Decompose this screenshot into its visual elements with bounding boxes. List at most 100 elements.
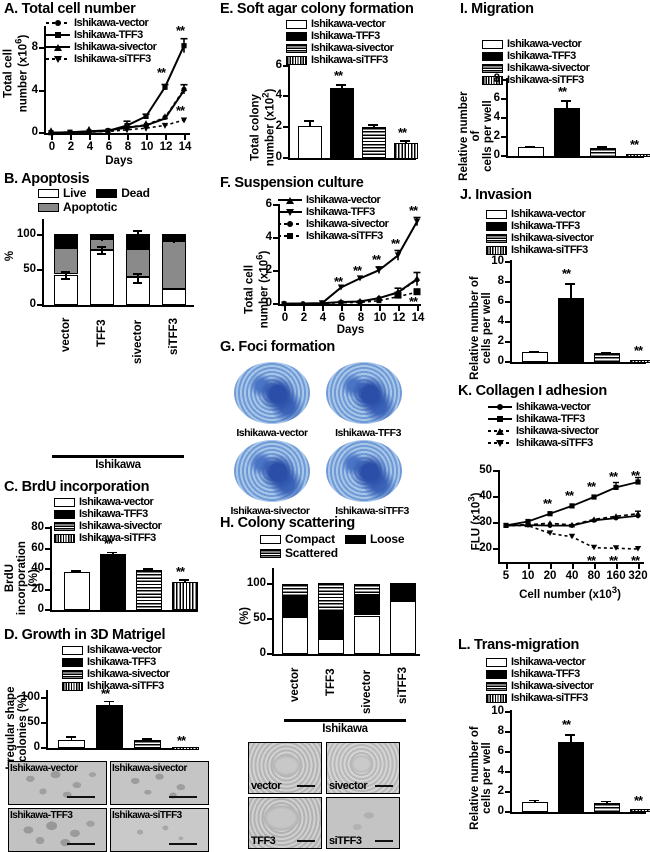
bar-tff3 — [100, 553, 126, 610]
panel-j-invasion: J. Invasion Ishikawa-vector Ishikawa-TFF… — [432, 187, 650, 380]
significance-mark: ** — [565, 488, 574, 503]
stacked-bar — [282, 584, 308, 597]
stacked-bar — [54, 234, 78, 249]
line-itriangle-solid-icon — [278, 207, 302, 217]
legend-item: Ishikawa-vector — [482, 37, 582, 50]
legend-label: Ishikawa-vector — [507, 37, 582, 50]
swatch-white-icon — [38, 188, 59, 198]
panel-d-legend: Ishikawa-vector Ishikawa-TFF3 Ishikawa-s… — [62, 644, 170, 692]
legend-label: Ishikawa-sivector — [311, 41, 394, 54]
bar-sivector — [594, 802, 620, 812]
legend-item: Ishikawa-vector — [54, 495, 154, 508]
legend-item: Ishikawa-siTFF3 — [486, 692, 588, 704]
panel-i-migration: I. Migration Ishikawa-vector Ishikawa-TF… — [432, 1, 650, 181]
swatch-gray-icon — [38, 202, 59, 212]
stacked-bar — [282, 596, 308, 617]
line-itriangle-dotted-icon — [488, 438, 512, 448]
legend-item: Ishikawa-vector — [62, 644, 162, 656]
panel-c-legend: Ishikawa-vector Ishikawa-TFF3 Ishikawa-s… — [54, 495, 162, 544]
significance-mark: ** — [398, 125, 407, 140]
panel-d-title: D. Growth in 3D Matrigel — [4, 627, 166, 643]
significance-mark: ** — [372, 252, 381, 267]
legend-label: Ishikawa-TFF3 — [311, 29, 380, 42]
swatch-hlines-icon — [486, 233, 507, 243]
significance-mark: ** — [562, 266, 571, 281]
bar-vector — [64, 572, 90, 610]
micrograph-label: sivector — [329, 780, 368, 792]
significance-mark: ** — [176, 564, 185, 579]
legend-item: Ishikawa-vector — [278, 194, 381, 206]
swatch-black-icon — [286, 31, 307, 41]
legend-label: Ishikawa-siTFF3 — [87, 679, 164, 692]
significance-mark: ** — [409, 294, 418, 309]
swatch-white-icon — [62, 645, 83, 655]
line-triangle-solid-icon — [278, 195, 302, 205]
swatch-vlines-icon — [62, 681, 83, 691]
panel-g-title: G. Foci formation — [220, 339, 335, 355]
scale-bar — [169, 842, 197, 845]
significance-mark: ** — [334, 68, 343, 83]
legend-item: Ishikawa-vector — [488, 401, 591, 413]
legend-item: Ishikawa-sivector — [46, 41, 157, 53]
line-circle-dotted-icon — [278, 219, 302, 229]
legend-label: Ishikawa-vector — [79, 495, 154, 508]
legend-label: Ishikawa-TFF3 — [511, 219, 580, 232]
swatch-vlines-icon — [54, 533, 75, 543]
significance-mark: ** — [409, 203, 418, 218]
legend-label: Ishikawa-TFF3 — [79, 507, 148, 520]
bar-vector — [522, 352, 548, 362]
bar-sitff3 — [172, 582, 198, 610]
bar-sitff3 — [626, 153, 650, 157]
line-circle-solid-icon — [488, 402, 512, 412]
panel-a-x-axis-title: Days — [105, 155, 133, 167]
panel-k-x-axis-title: Cell number (x103) — [519, 585, 621, 601]
swatch-white-icon — [486, 209, 507, 219]
bar-sitff3 — [394, 142, 418, 159]
legend-label: Ishikawa-siTFF3 — [74, 52, 151, 65]
legend-item: Compact — [260, 533, 335, 545]
significance-mark: ** — [631, 468, 640, 483]
swatch-vlines-icon — [286, 55, 307, 65]
panel-e-title: E. Soft agar colony formation — [220, 1, 414, 17]
stacked-bar — [162, 241, 186, 289]
legend-item: Ishikawa-sivector — [488, 425, 599, 437]
bar-sivector — [594, 353, 620, 362]
swatch-hlines-icon — [62, 669, 83, 679]
line-square-solid-icon — [488, 414, 512, 424]
figure-column-right: I. Migration Ishikawa-vector Ishikawa-TF… — [432, 0, 650, 847]
legend-label: Ishikawa-TFF3 — [87, 655, 156, 668]
bar-vector — [58, 740, 85, 748]
panel-k-series — [503, 476, 642, 552]
panel-b-apoptosis: B. Apoptosis Live Dead Apoptotic % 0 50 … — [0, 171, 216, 364]
category-label: sivector — [132, 319, 144, 364]
stacked-bar — [318, 612, 344, 640]
panel-c-plot: 0 20 40 60 80 ** ** — [31, 521, 200, 616]
significance-mark: ** — [176, 103, 185, 118]
bar-tff3 — [330, 87, 354, 159]
legend-label: Ishikawa-sivector — [511, 231, 594, 244]
panel-a-total-cell-number: A. Total cell number Ishikawa-vector Ish… — [0, 1, 216, 170]
group-bracket-line — [284, 719, 406, 722]
bar-sitff3 — [630, 359, 650, 363]
micrograph-vector: Ishikawa-vector — [8, 761, 107, 805]
scale-bar — [67, 795, 95, 798]
panel-d-plot: 0 50 100 ** ** — [21, 687, 200, 756]
panel-i-title: I. Migration — [460, 1, 534, 17]
legend-label: Ishikawa-siTFF3 — [79, 531, 156, 544]
foci-image-vector — [234, 362, 310, 424]
panel-h-colony-scattering: H. Colony scattering Compact Loose Scatt… — [216, 515, 432, 849]
swatch-black-icon — [482, 51, 503, 61]
legend-item: Ishikawa-siTFF3 — [54, 532, 156, 544]
panel-h-legend: Compact Loose Scattered — [260, 533, 404, 559]
swatch-white-icon — [486, 657, 507, 667]
micrograph-sivector: sivector — [326, 742, 400, 794]
panel-a-legend: Ishikawa-vector Ishikawa-TFF3 Ishikawa-s… — [46, 17, 157, 65]
legend-item: Ishikawa-TFF3 — [286, 30, 380, 42]
panel-l-title: L. Trans-migration — [458, 637, 580, 653]
line-triangle-solid-icon — [46, 42, 70, 52]
panel-j-legend: Ishikawa-vector Ishikawa-TFF3 Ishikawa-s… — [486, 208, 594, 256]
significance-mark: ** — [543, 496, 552, 511]
significance-mark: ** — [391, 236, 400, 251]
bar-sivector — [134, 739, 161, 748]
legend-item: Ishikawa-siTFF3 — [488, 437, 593, 449]
